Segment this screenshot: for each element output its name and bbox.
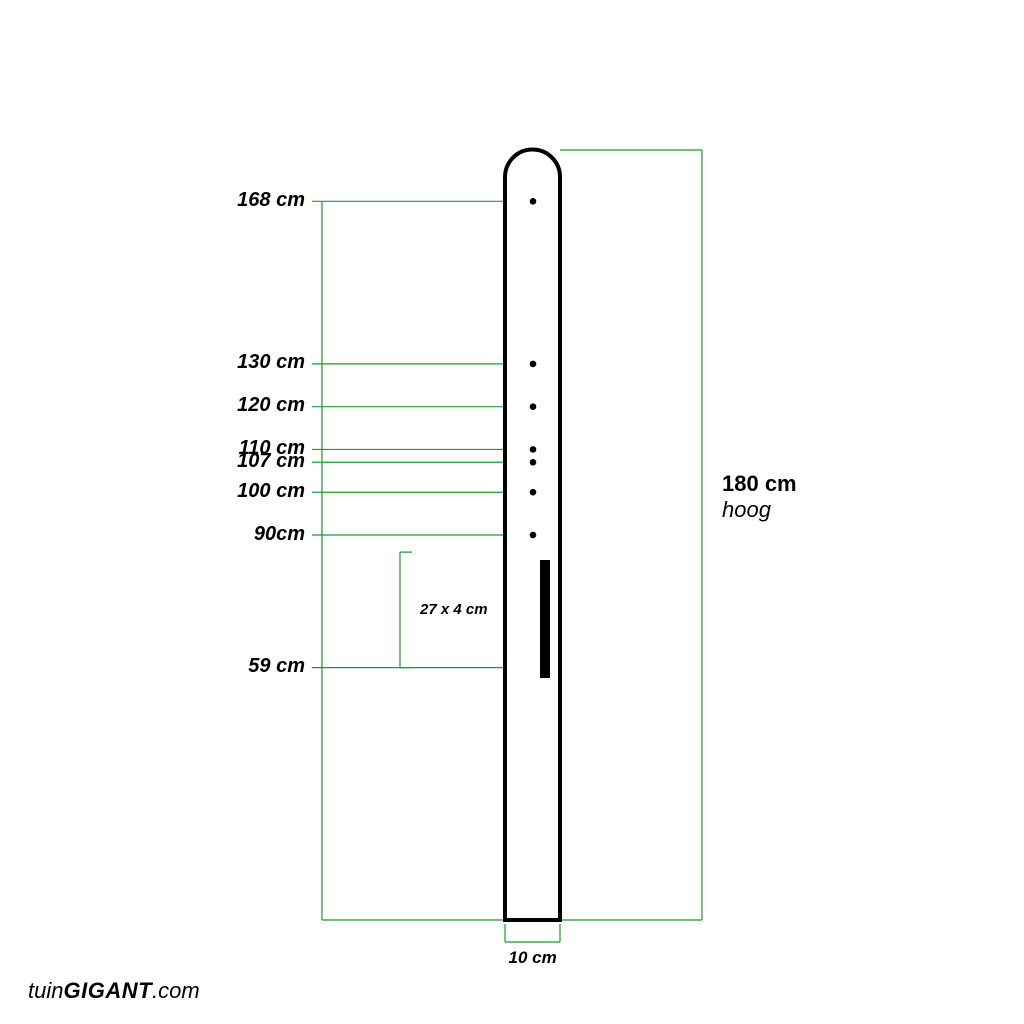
height-sub: hoog [722,497,771,522]
measurement-label: 130 cm [237,351,305,374]
measurement-label: 168 cm [237,189,305,212]
brand-post: .com [152,978,200,1003]
brand-watermark: tuinGIGANT.com [28,978,200,1004]
brand-mid: GIGANT [63,978,152,1003]
measurement-label: 100 cm [237,480,305,503]
measurement-label: 120 cm [237,394,305,417]
brand-pre: tuin [28,978,63,1003]
height-label: 180 cm hoog [722,471,797,523]
measurement-label: 107 cm [237,450,305,473]
diagram-svg [0,0,1024,1024]
slot-dimension-label: 27 x 4 cm [420,601,488,618]
measurement-label: 59 cm [248,655,305,678]
height-value: 180 cm [722,471,797,496]
measurement-label: 90cm [254,523,305,546]
width-value: 10 cm [509,948,557,967]
width-label: 10 cm [509,948,557,968]
